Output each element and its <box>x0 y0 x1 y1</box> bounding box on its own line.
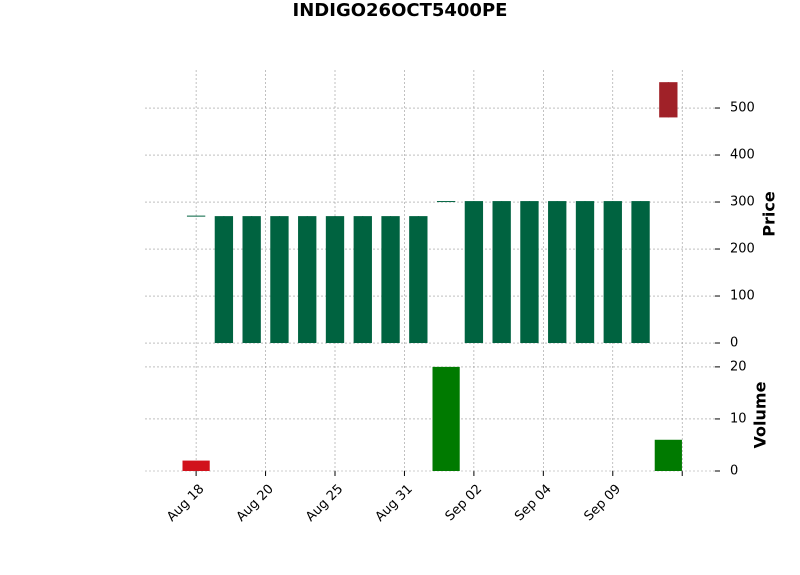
y2-axis-label: Volume <box>751 381 770 448</box>
y-tick-label: 400 <box>730 148 755 163</box>
y-tick-label: 100 <box>730 289 755 304</box>
candle-body <box>381 216 400 344</box>
volume-bar <box>432 366 460 471</box>
candle-body <box>464 201 484 344</box>
x-tick-label: Sep 04 <box>512 482 555 525</box>
candle-body <box>325 216 345 344</box>
candle-body <box>603 201 622 344</box>
x-tick-label: Aug 25 <box>303 482 346 525</box>
x-tick-label: Sep 09 <box>582 482 625 525</box>
x-tick-label: Aug 20 <box>234 482 277 525</box>
volume-bar <box>182 460 210 471</box>
candle-body <box>436 201 456 203</box>
candle-body <box>548 201 567 344</box>
chart-title: INDIGO26OCT5400PE <box>293 0 508 21</box>
candle-body <box>409 216 428 344</box>
candle-body <box>575 201 595 344</box>
x-tick-label: Sep 02 <box>443 482 486 525</box>
candle-body <box>214 216 234 344</box>
y-tick-label: 500 <box>730 101 755 116</box>
x-tick-label: Aug 18 <box>164 482 207 525</box>
candle-body <box>298 216 317 344</box>
volume-bar <box>654 439 682 471</box>
y-tick-label: 200 <box>730 242 755 257</box>
candle-body <box>270 216 289 344</box>
candle-body <box>659 82 678 118</box>
y2-tick-label: 0 <box>730 464 738 479</box>
candle-body <box>520 201 539 344</box>
y-axis-label: Price <box>760 191 779 237</box>
y2-tick-label: 20 <box>730 359 747 374</box>
x-tick-label: Aug 31 <box>373 482 416 525</box>
y-tick-label: 300 <box>730 195 755 210</box>
y-tick-label: 0 <box>730 336 738 351</box>
candle-body <box>186 215 206 217</box>
y2-tick-label: 10 <box>730 411 747 426</box>
candle-body <box>631 201 650 344</box>
candle-body <box>492 201 511 344</box>
candle-body <box>353 216 372 344</box>
candle-body <box>242 216 261 344</box>
